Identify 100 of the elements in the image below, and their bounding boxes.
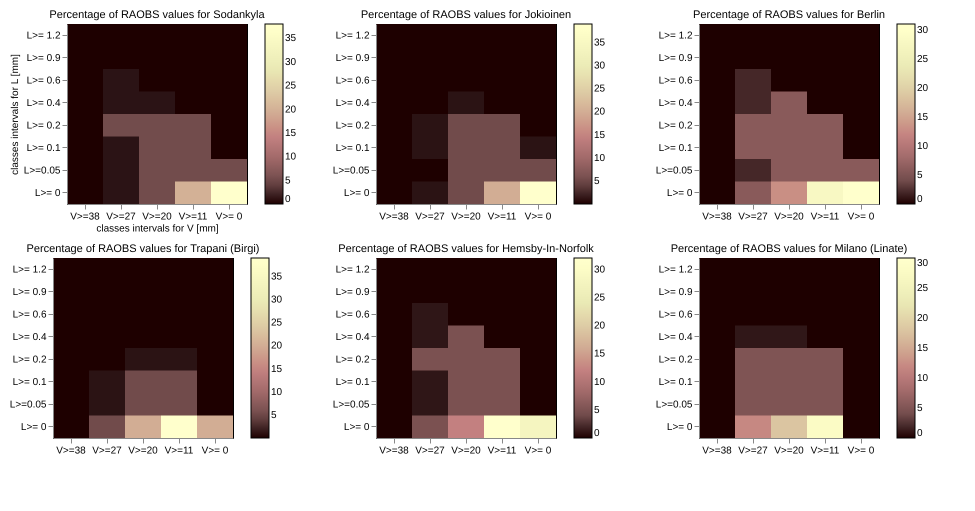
y-tick-label: L>=0.05 [24,165,61,176]
color-bar-label: 15 [594,348,606,360]
y-tick-label: L>= 0.4 [12,332,47,343]
x-tick-label: V>=38 [379,446,410,456]
y-tick-label: L>=0.05 [332,399,370,410]
x-tick-label: V>=38 [702,446,732,456]
x-tick-label: V>=20 [774,212,804,222]
color-bar-label: 20 [594,106,606,118]
y-tick-label: L>= 0.6 [336,309,370,320]
color-bar-label: 5 [271,410,277,421]
chart-title: Percentage of RAOBS values for Berlin [693,9,885,21]
color-bar-label: 5 [594,404,600,416]
y-tick-label: L>=0.05 [332,165,370,176]
x-tick-label: V>= 0 [848,212,875,222]
y-tick-label: L>=0.05 [656,165,693,176]
x-tick-label: V>=27 [106,212,136,222]
x-tick-label: V>=20 [128,446,158,456]
y-tick-label: L>= 0.1 [336,142,370,154]
color-bar-label: 30 [594,264,606,276]
color-bar-label: 10 [917,140,929,152]
y-tick-label: L>= 1.2 [26,30,61,42]
y-tick-label: L>= 0.2 [658,354,693,366]
color-bar-label: 0 [917,428,923,439]
chart-title: Percentage of RAOBS values for Jokioinen [360,9,572,21]
y-tick-label: L>= 0.6 [658,75,693,86]
color-bar-label: 30 [285,56,297,68]
y-tick-label: L>= 0.9 [658,286,693,298]
x-tick-label: V>= 0 [216,212,243,222]
x-tick-label: V>=11 [810,446,840,456]
color-bar-label: 30 [917,258,929,269]
color-bar-label: 35 [271,271,283,282]
y-tick-label: L>= 0.9 [26,52,61,64]
y-tick-label: L>= 0.1 [26,142,61,154]
color-bar-label: 0 [285,194,291,205]
x-tick-label: V>=27 [738,212,768,222]
y-tick-label: L>= 0.9 [336,286,370,298]
color-bar-label: 15 [594,130,606,141]
color-bar-label: 25 [594,292,606,304]
y-tick-label: L>= 1.2 [658,264,693,276]
y-tick-label: L>=0.05 [10,399,47,410]
chart-title: Percentage of RAOBS values for Trapani (Birgi) [26,243,260,255]
y-tick-label: L>= 0.2 [336,354,370,366]
x-axis-title: classes intervals for V [mm] [96,224,219,234]
chart-title: Percentage of RAOBS values for Milano (Linate) [670,243,908,255]
x-tick-label: V>=27 [415,446,446,456]
x-tick-label: V>= 0 [202,446,229,456]
x-tick-label: V>=27 [92,446,122,456]
y-tick-label: L>= 0.1 [658,142,693,154]
color-bar-label: 15 [917,343,929,354]
y-tick-label: L>= 0.2 [26,120,61,132]
x-tick-label: V>=38 [702,212,732,222]
y-axis-title: classes intervals for L [mm] [10,54,21,175]
y-tick-label: L>= 0 [20,422,47,433]
color-bar-label: 5 [917,170,923,181]
x-tick-label: V>= 0 [848,446,875,456]
x-tick-label: V>=27 [738,446,768,456]
y-tick-label: L>=0.05 [656,399,693,410]
y-tick-label: L>= 0 [344,188,370,199]
y-tick-label: L>= 0.4 [658,98,693,109]
chart-title: Percentage of RAOBS values for Hemsby-In-Norfolk [338,243,594,255]
color-bar-label: 20 [285,104,297,116]
color-bar-label: 0 [594,428,600,439]
x-tick-label: V>=11 [810,212,840,222]
y-tick-label: L>= 0.9 [336,52,370,64]
color-bar-label: 15 [285,128,297,139]
y-tick-label: L>= 1.2 [336,264,370,276]
x-tick-label: V>=38 [379,212,410,222]
color-bar-label: 25 [594,84,606,95]
chart-title: Percentage of RAOBS values for Sodankyla [49,9,266,21]
y-tick-label: L>= 1.2 [658,30,693,42]
color-bar-label: 25 [271,318,283,329]
x-tick-label: V>=11 [178,212,208,222]
x-tick-label: V>=20 [142,212,172,222]
x-tick-label: V>=38 [70,212,100,222]
y-tick-label: L>= 0.9 [12,286,47,298]
color-bar-label: 10 [594,152,606,164]
y-tick-label: L>= 0.4 [336,332,370,343]
y-tick-label: L>= 0.4 [658,332,693,343]
y-tick-label: L>= 0.6 [658,309,693,320]
y-tick-label: L>= 0.2 [658,120,693,132]
y-tick-label: L>= 0.6 [26,75,61,86]
y-tick-label: L>= 1.2 [336,30,370,42]
x-tick-label: V>=11 [488,212,517,222]
color-bar-label: 20 [917,313,929,324]
x-tick-label: V>=27 [415,212,446,222]
color-bar-label: 20 [917,82,929,94]
color-bar-label: 20 [271,340,283,352]
color-bar-label: 10 [917,373,929,384]
color-bar-label: 35 [285,33,297,44]
color-bar-label: 25 [917,283,929,294]
y-tick-label: L>= 0 [666,422,693,433]
x-tick-label: V>=20 [451,212,482,222]
color-bar-label: 10 [285,152,297,163]
color-bar-label: 30 [271,294,283,306]
x-tick-label: V>= 0 [524,212,552,222]
color-bar-label: 0 [917,194,923,205]
y-tick-label: L>= 0.4 [26,98,61,109]
x-tick-label: V>=11 [488,446,517,456]
y-tick-label: L>= 0.1 [336,376,370,388]
y-tick-label: L>= 1.2 [12,264,47,276]
